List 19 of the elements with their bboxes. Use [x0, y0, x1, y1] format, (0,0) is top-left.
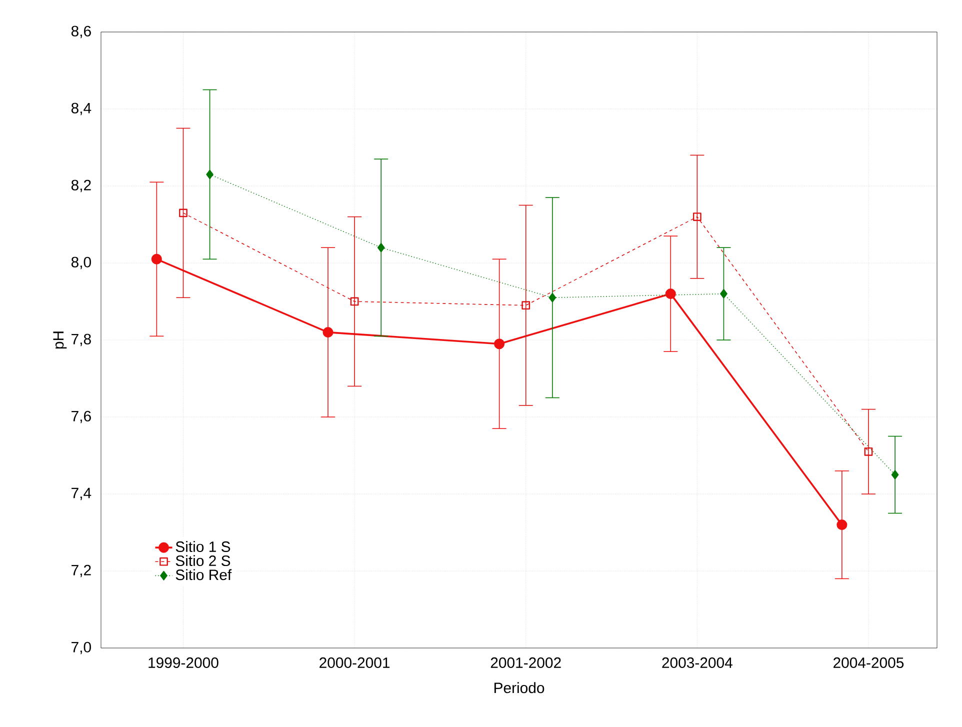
y-tick-label: 8,6	[71, 26, 91, 38]
x-tick-label: 2004-2005	[834, 657, 904, 668]
y-tick-label: 8,4	[71, 102, 92, 116]
x-tick-label: 2003-2004	[662, 657, 732, 668]
y-axis-title: pH	[53, 332, 67, 349]
y-tick-label: 8,0	[71, 256, 91, 270]
legend-label: Sitio 1 S	[176, 541, 230, 552]
y-tick-label: 7,8	[72, 334, 91, 346]
legend-label: Sitio Ref	[176, 569, 232, 580]
y-tick-label: 7,4	[72, 488, 92, 500]
y-tick-label: 7,2	[72, 564, 91, 578]
legend-label: Sitio 2 S	[176, 555, 230, 566]
x-tick-label: 1999-2000	[148, 657, 218, 668]
y-tick-label: 7,6	[72, 410, 91, 424]
y-tick-label: 8,2	[71, 180, 91, 192]
y-tick-label: 7,0	[72, 642, 91, 654]
x-tick-label: 2000-2001	[320, 657, 390, 668]
x-axis-title: Periodo	[494, 682, 544, 694]
x-tick-label: 2001-2002	[490, 657, 561, 668]
